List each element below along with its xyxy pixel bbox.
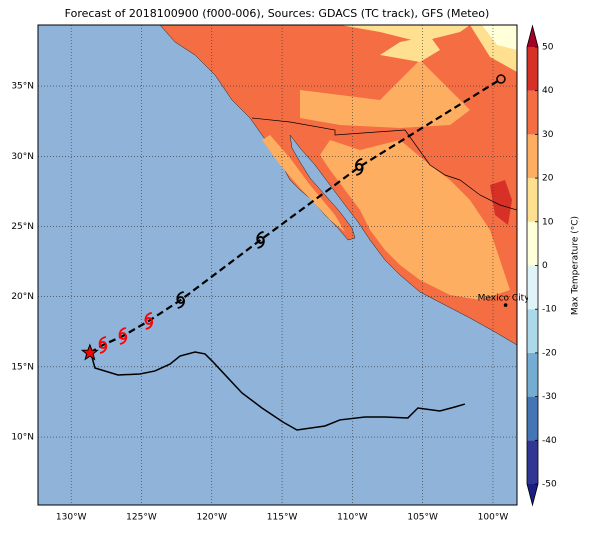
colorbar-tick-label: 10 (542, 217, 554, 227)
storm-arm (118, 327, 128, 345)
map-title: Forecast of 2018100900 (f000-006), Sourc… (65, 7, 490, 20)
colorbar-tick-label: -50 (542, 480, 557, 490)
lon-tick-label: 115°W (267, 513, 298, 523)
colorbar-bin (527, 396, 538, 441)
city-marker (503, 303, 508, 307)
land-warm (262, 135, 345, 232)
track-start (80, 343, 99, 361)
colorbar-tick-label: 40 (542, 86, 554, 96)
tracks (80, 74, 508, 431)
city-label-group: Mexico City (478, 294, 531, 304)
lat-tick-label: 20°N (11, 292, 34, 302)
storm-symbol (176, 291, 185, 309)
land-cool (482, 25, 517, 50)
lat-tick-label: 25°N (11, 222, 34, 232)
graticule (38, 25, 517, 505)
storm-arm (144, 312, 154, 330)
colorbar-tick-label: -40 (542, 436, 557, 446)
storm-symbol (355, 158, 364, 176)
storm-symbol (144, 312, 154, 330)
city-label: Mexico City (478, 294, 531, 304)
colorbar-tick-label: 50 (542, 43, 554, 53)
storm-arm (355, 158, 364, 176)
colorbar-tick-label: 0 (542, 261, 548, 271)
colorbar: -50 -40 -30 -20 -10 0 10 20 30 40 50 Max Temperatur… (526, 24, 581, 507)
lat-tick-label: 30°N (11, 152, 34, 162)
lon-tick-label: 120°W (196, 513, 227, 523)
lon-tick-label: 105°W (407, 513, 438, 523)
track-end (496, 74, 506, 84)
colorbar-extend-high (527, 26, 538, 47)
colorbar-bin (527, 221, 538, 266)
lon-tick-label: 130°W (56, 513, 87, 523)
colorbar-bin (527, 47, 538, 91)
colorbar-label: Max Temperature (°C) (571, 216, 581, 315)
colorbar-tick-label: -20 (542, 348, 557, 358)
lat-tick-label: 35°N (11, 82, 34, 92)
land-warm (300, 60, 470, 128)
storm-arm (176, 291, 185, 309)
plot-frame (37, 24, 518, 506)
colorbar-tick-label: -10 (542, 305, 557, 315)
colorbar-tick-label: 20 (542, 174, 554, 184)
storm-arm (256, 231, 265, 249)
land-hot (490, 180, 512, 225)
lat-tick-label: 15°N (11, 362, 34, 372)
colorbar-bin (527, 309, 538, 353)
colorbar-tick-label: 30 (542, 130, 554, 140)
colorbar-bin (527, 134, 538, 179)
storm-symbol (256, 231, 265, 249)
colorbar-bin (527, 440, 538, 484)
other-track (91, 351, 466, 431)
lon-tick-label: 100°W (478, 513, 509, 523)
border (251, 117, 517, 211)
lat-tick-label: 10°N (11, 433, 34, 443)
lon-tick-label: 110°W (337, 513, 368, 523)
colorbar-bin (527, 178, 538, 222)
colorbar-bin (527, 90, 538, 135)
storm-symbol (118, 327, 128, 345)
storm-arm (98, 336, 108, 354)
colorbar-tick-label: -30 (542, 392, 557, 402)
colorbar-bin (527, 352, 538, 397)
storm-symbol (98, 336, 108, 354)
colorbar-bin (527, 265, 538, 310)
land (159, 25, 517, 346)
land-mild (380, 36, 440, 62)
land-warm (320, 140, 510, 300)
colorbar-extend-low (527, 484, 538, 505)
land-mild (340, 25, 470, 42)
lon-tick-label: 125°W (126, 513, 157, 523)
axis-labels: 130°W 125°W 120°W 115°W 110°W 105°W 100°W 10°N 1… (11, 82, 508, 523)
